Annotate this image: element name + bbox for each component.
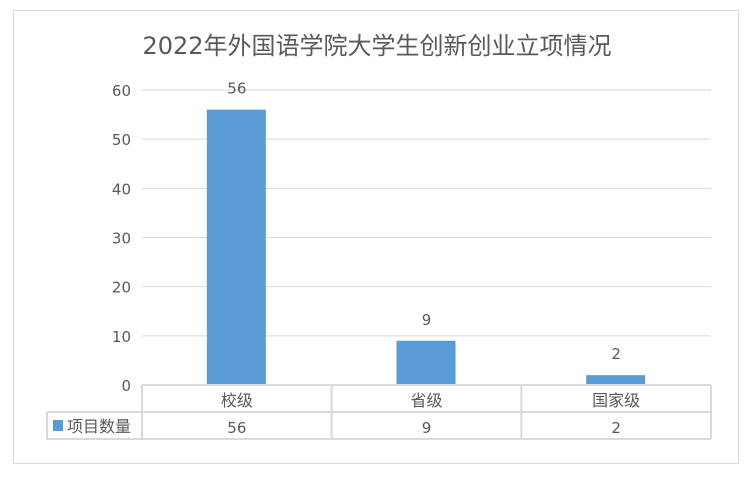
table-value: 9 — [422, 419, 432, 437]
data-label: 2 — [611, 345, 621, 363]
bar — [206, 109, 266, 386]
y-tick-label: 30 — [112, 230, 131, 248]
chart-title: 2022年外国语学院大学生创新创业立项情况 — [142, 32, 611, 60]
category-label: 省级 — [410, 391, 442, 410]
bar — [586, 375, 646, 385]
chart-frame — [13, 10, 739, 464]
legend-swatch — [53, 420, 63, 431]
data-label: 56 — [227, 80, 246, 98]
data-label: 9 — [422, 311, 432, 329]
y-tick-label: 0 — [121, 377, 131, 395]
legend-label: 项目数量 — [67, 417, 131, 436]
y-tick-label: 10 — [112, 328, 131, 346]
y-tick-label: 50 — [112, 131, 131, 149]
table-value: 2 — [611, 419, 621, 437]
bar — [396, 340, 456, 385]
y-tick-label: 20 — [112, 279, 131, 297]
y-tick-label: 60 — [112, 82, 131, 100]
table-value: 56 — [227, 419, 246, 437]
category-label: 国家级 — [592, 391, 640, 410]
category-label: 校级 — [221, 391, 253, 410]
y-tick-label: 40 — [112, 180, 131, 198]
